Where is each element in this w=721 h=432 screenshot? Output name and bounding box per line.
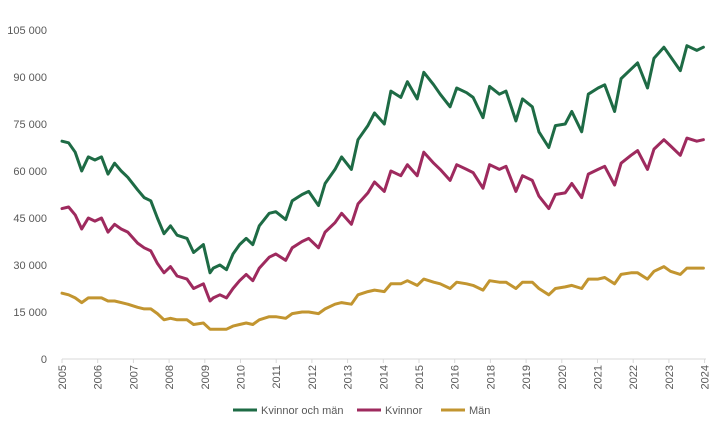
- x-tick-label: 2009: [200, 365, 212, 389]
- x-tick-label: 2010: [236, 365, 248, 389]
- legend-label: Kvinnor: [385, 405, 423, 417]
- y-axis-ticks: 0 15 000 30 000 45 000 60 000 75 000 90 000 105…: [7, 25, 47, 366]
- legend-label: Män: [469, 405, 490, 417]
- y-tick-label: 0: [41, 354, 47, 366]
- x-tick-label: 2008: [164, 365, 176, 389]
- x-tick-label: 2013: [343, 365, 355, 389]
- x-tick-label: 2022: [628, 365, 640, 389]
- series-line-1: [60, 44, 705, 275]
- x-tick-label: 2012: [307, 365, 319, 389]
- x-tick-label: 2019: [521, 365, 533, 389]
- series-line-2: [60, 136, 705, 303]
- y-tick-label: 45 000: [13, 213, 47, 225]
- x-tick-label: 2023: [664, 365, 676, 389]
- y-tick-label: 105 000: [7, 25, 47, 37]
- y-tick-label: 15 000: [13, 307, 47, 319]
- x-tick-label: 2021: [593, 365, 605, 389]
- y-tick-label: 90 000: [13, 72, 47, 84]
- series-lines: [60, 44, 705, 331]
- x-tick-label: 2007: [128, 365, 140, 389]
- x-tick-label: 2011: [271, 365, 283, 389]
- x-tick-label: 2015: [414, 365, 426, 389]
- x-tick-label: 2005: [57, 365, 69, 389]
- legend-label: Kvinnor och män: [261, 405, 344, 417]
- x-tick-label: 2020: [557, 365, 569, 389]
- x-tick-label: 2024: [700, 365, 712, 389]
- y-tick-label: 60 000: [13, 166, 47, 178]
- y-tick-label: 30 000: [13, 260, 47, 272]
- x-tick-label: 2006: [93, 365, 105, 389]
- x-tick-label: 2016: [450, 365, 462, 389]
- series-line-3: [60, 265, 705, 331]
- x-tick-label: 2014: [378, 365, 390, 389]
- x-tick-label: 2018: [485, 365, 497, 389]
- x-axis-ticks: 2005 2006 2007 2008 2009 2010 2011 2012 2013 2014…: [57, 359, 712, 389]
- legend: Kvinnor och män Kvinnor Män: [233, 405, 490, 417]
- y-tick-label: 75 000: [13, 119, 47, 131]
